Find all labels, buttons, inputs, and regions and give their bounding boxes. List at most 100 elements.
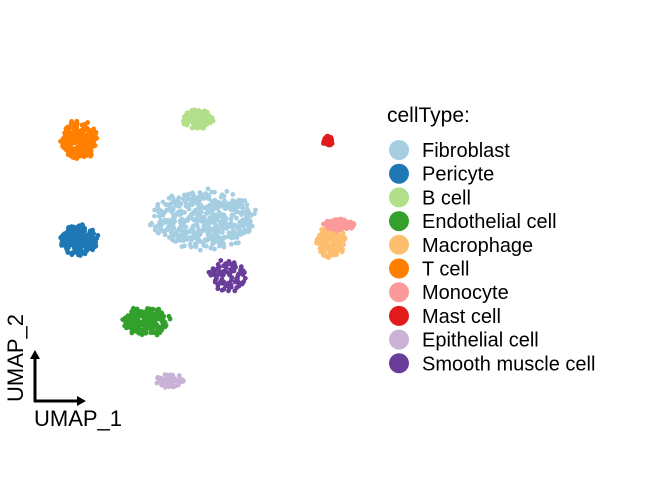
y-axis-label: UMAP_2 [3,314,28,402]
data-point [244,206,250,212]
data-point [340,230,346,236]
data-point [64,144,70,150]
data-point [123,319,128,325]
legend-item: B cell [389,187,471,209]
data-point [223,283,229,289]
data-point [155,203,160,209]
data-point [208,245,214,251]
data-point [166,313,172,319]
data-point [222,234,228,240]
data-point [244,202,250,208]
data-point [197,197,203,203]
data-point [60,235,66,241]
data-point [321,252,326,258]
data-point [152,207,158,213]
data-point [91,126,97,132]
data-point [71,148,77,154]
data-point [183,218,189,223]
data-point [342,222,348,228]
data-point [180,210,185,215]
data-point [247,217,253,223]
data-point [174,229,180,235]
data-point [183,117,189,123]
data-point [204,114,209,120]
legend-item: Smooth muscle cell [389,353,595,375]
data-point [160,199,166,205]
legend-item: Endothelial cell [389,211,557,233]
data-point [205,186,211,192]
data-point [78,232,84,238]
data-point [324,231,330,237]
legend-swatch [389,211,409,232]
data-point [236,225,242,231]
data-point [163,375,169,381]
data-point [216,212,222,218]
data-point [237,271,242,276]
data-point [232,205,238,211]
data-point [87,246,93,252]
data-point [124,323,129,329]
data-point [188,212,194,218]
data-point [59,243,64,248]
data-point [135,318,141,324]
data-point [253,207,258,213]
data-point [74,121,80,126]
scatter-points [58,107,357,390]
legend-swatch [389,329,409,350]
data-point [199,117,205,123]
data-point [158,223,164,229]
data-point [239,198,244,203]
legend-label: Mast cell [422,306,501,328]
data-point [344,226,350,232]
data-point [177,218,183,224]
series-pericyte [58,222,101,258]
data-point [237,204,243,209]
data-point [246,229,252,235]
data-point [234,278,240,283]
data-point [157,330,163,335]
data-point [70,225,76,231]
data-point [238,264,244,270]
data-point [222,206,228,211]
data-point [147,222,153,228]
legend-label: Pericyte [422,164,494,186]
legend-label: Smooth muscle cell [422,353,595,375]
data-point [245,213,251,219]
series-fibroblast [147,186,258,253]
data-point [77,246,83,251]
data-point [237,219,243,225]
series-monocyte [321,216,357,234]
data-point [186,229,192,235]
data-point [200,125,206,131]
data-point [219,277,225,282]
data-point [182,234,188,239]
data-point [322,242,328,248]
legend-swatch [389,282,409,303]
data-point [89,152,94,158]
data-point [341,217,347,223]
y-axis-arrowhead [30,350,40,359]
data-point [229,207,234,213]
data-point [65,135,71,141]
data-point [92,132,98,138]
data-point [179,379,185,384]
legend-item: Mast cell [389,305,501,328]
data-point [61,136,66,142]
data-point [196,113,202,119]
data-point [321,247,327,253]
data-point [212,246,217,252]
data-point [201,243,207,248]
data-point [214,234,220,240]
data-point [87,141,92,147]
data-point [169,193,175,199]
data-point [218,204,223,209]
data-point [172,238,178,244]
data-point [161,324,167,329]
data-point [215,286,221,292]
data-point [159,312,165,318]
data-point [206,195,211,201]
data-point [329,140,335,146]
data-point [133,324,139,330]
data-point [189,108,195,113]
data-point [71,243,77,249]
